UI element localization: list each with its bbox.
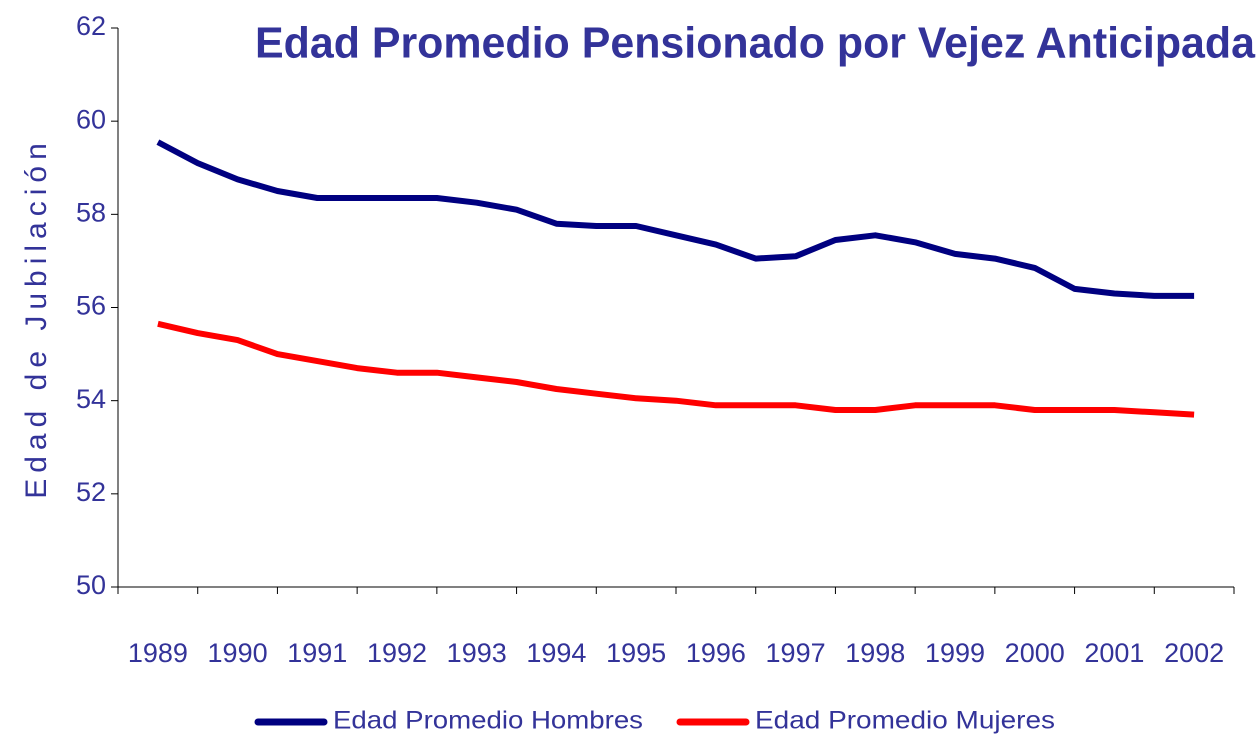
data-line xyxy=(157,320,1195,418)
y-tick-label: 62 xyxy=(76,11,106,41)
x-tick-label: 1990 xyxy=(208,638,268,668)
x-tick-label: 2001 xyxy=(1084,638,1144,668)
y-tick-label: 50 xyxy=(76,570,106,600)
data-line xyxy=(156,139,1195,299)
y-tick-label: 60 xyxy=(76,104,106,134)
x-tick-label: 1999 xyxy=(925,638,985,668)
x-tick-label: 1995 xyxy=(606,638,666,668)
x-tick-label: 1997 xyxy=(766,638,826,668)
x-tick-label: 1998 xyxy=(845,638,905,668)
x-tick-label: 1996 xyxy=(686,638,746,668)
x-tick-label: 1992 xyxy=(367,638,427,668)
x-tick-label: 1993 xyxy=(447,638,507,668)
y-axis-title: Edad de Jubilación xyxy=(20,137,53,499)
legend-label: Edad Promedio Hombres xyxy=(333,707,643,735)
chart-title: Edad Promedio Pensionado por Vejez Antic… xyxy=(255,19,1256,68)
x-tick-label: 2000 xyxy=(1005,638,1065,668)
x-tick-label: 1991 xyxy=(287,638,347,668)
legend-label: Edad Promedio Mujeres xyxy=(755,707,1055,735)
y-tick-label: 58 xyxy=(76,197,106,227)
x-tick-label: 1994 xyxy=(526,638,586,668)
y-tick-label: 56 xyxy=(76,291,106,321)
x-tick-label: 2002 xyxy=(1164,638,1224,668)
y-tick-label: 54 xyxy=(76,384,106,414)
x-tick-label: 1989 xyxy=(128,638,188,668)
y-tick-label: 52 xyxy=(76,477,106,507)
